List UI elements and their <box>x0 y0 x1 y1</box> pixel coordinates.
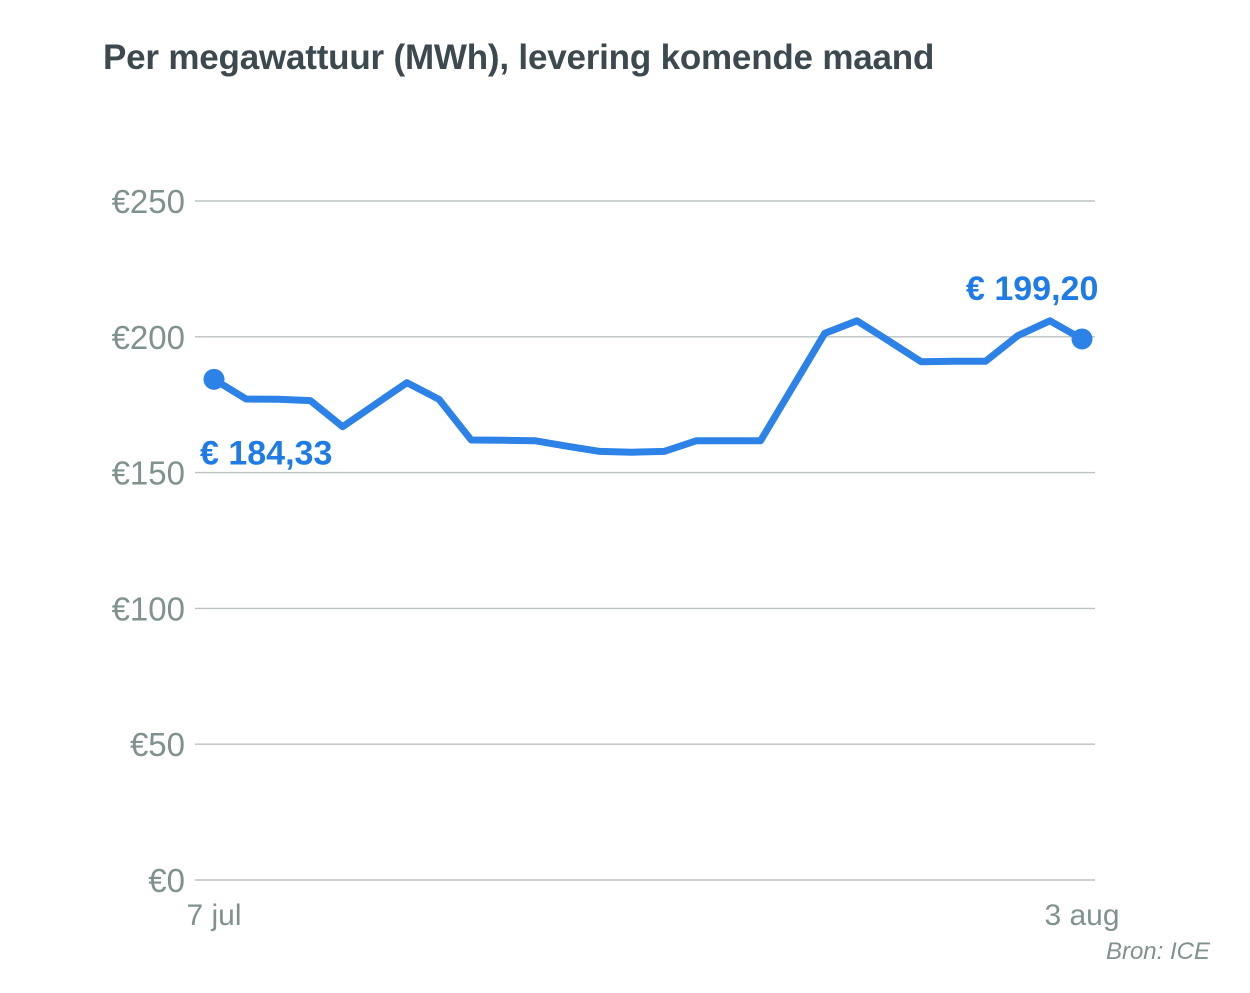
y-axis-tick-label: €50 <box>130 726 185 763</box>
price-annotation: € 199,20 <box>966 270 1098 308</box>
endpoint-dot <box>1071 328 1093 350</box>
y-axis-tick-label: €200 <box>112 319 185 356</box>
y-axis-tick-label: €250 <box>112 183 185 220</box>
price-line <box>210 317 1086 456</box>
chart-title: Per megawattuur (MWh), levering komende … <box>103 38 935 77</box>
y-axis-tick-label: €0 <box>148 862 185 899</box>
y-axis-tick-label: €100 <box>112 590 185 627</box>
x-axis-tick-label: 3 aug <box>1044 899 1119 932</box>
endpoint-dot <box>203 368 225 390</box>
y-axis-tick-label: €150 <box>112 455 185 492</box>
source-label: Bron: ICE <box>1105 938 1210 965</box>
price-annotation: € 184,33 <box>200 434 332 472</box>
x-axis-tick-label: 7 jul <box>186 899 241 932</box>
